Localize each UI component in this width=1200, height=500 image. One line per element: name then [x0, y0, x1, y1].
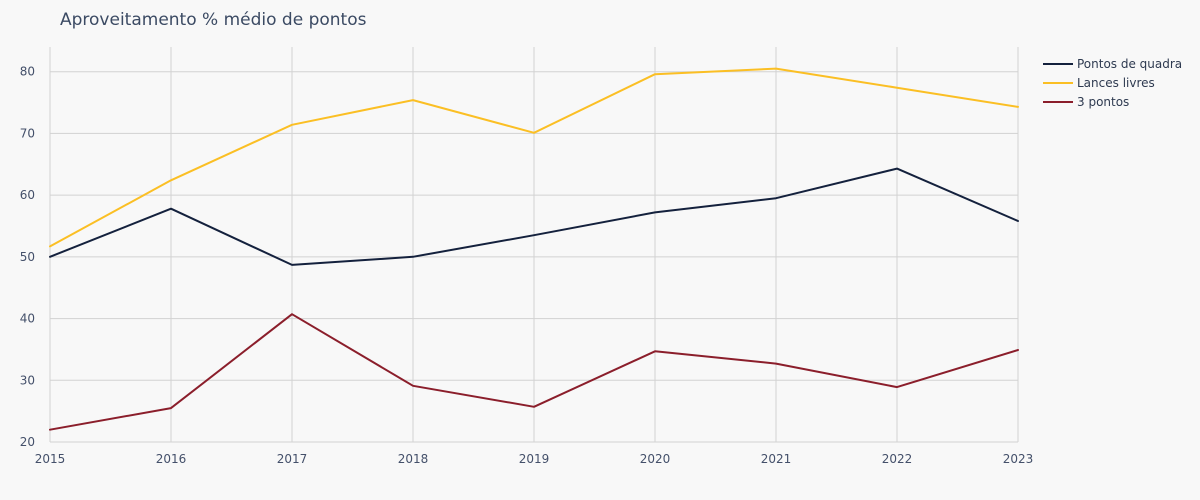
y-tick-label: 30 [20, 373, 35, 387]
x-tick-label: 2020 [640, 452, 671, 466]
series-line-lances-livres[interactable] [49, 67, 1019, 248]
x-tick-label: 2015 [35, 452, 66, 466]
x-tick-label: 2018 [398, 452, 429, 466]
legend-item[interactable]: Pontos de quadra [1043, 57, 1182, 71]
x-tick-label: 2021 [761, 452, 792, 466]
y-tick-label: 50 [20, 250, 35, 264]
legend-item[interactable]: Lances livres [1043, 76, 1155, 90]
x-tick-label: 2017 [277, 452, 308, 466]
y-tick-label: 80 [20, 65, 35, 79]
legend-item[interactable]: 3 pontos [1043, 95, 1129, 109]
legend-label: Pontos de quadra [1077, 57, 1182, 71]
x-tick-label: 2023 [1003, 452, 1034, 466]
legend[interactable]: Pontos de quadra Lances livres 3 pontos [1043, 57, 1182, 109]
series-lines [49, 67, 1019, 431]
y-tick-label: 40 [20, 312, 35, 326]
y-tick-label: 70 [20, 126, 35, 140]
x-tick-label: 2016 [156, 452, 187, 466]
legend-label: 3 pontos [1077, 95, 1129, 109]
series-line-3-pontos[interactable] [49, 313, 1019, 431]
y-tick-label: 60 [20, 188, 35, 202]
series-line-pontos-de-quadra[interactable] [49, 167, 1019, 266]
y-tick-label: 20 [20, 435, 35, 449]
chart-title: Aproveitamento % médio de pontos [60, 10, 367, 30]
x-tick-label: 2019 [519, 452, 550, 466]
legend-label: Lances livres [1077, 76, 1155, 90]
axes: 20 30 40 50 60 70 80 2015 2016 2017 2018 2019 2020 20… [20, 65, 1034, 466]
x-tick-label: 2022 [882, 452, 913, 466]
